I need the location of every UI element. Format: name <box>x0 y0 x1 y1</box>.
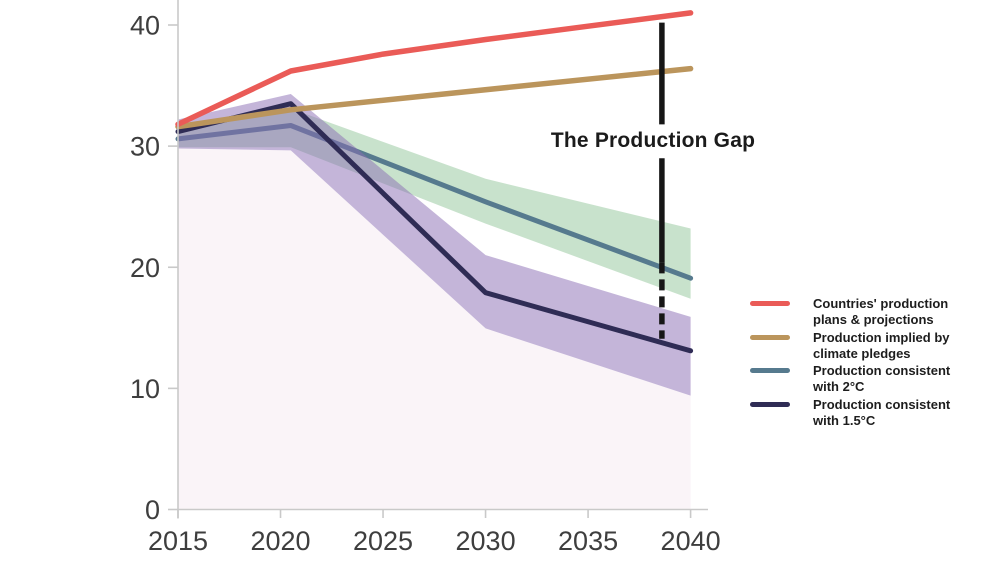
legend-label-line: with 2°C <box>813 379 865 394</box>
legend: Countries' production plans & projection… <box>750 296 950 430</box>
y-tick-label: 10 <box>130 374 160 404</box>
x-tick-label: 2020 <box>250 526 310 556</box>
x-tick-label: 2030 <box>456 526 516 556</box>
legend-item-pledges: Production implied by climate pledges <box>750 330 950 362</box>
one-point-five-degrees-line-swatch <box>750 401 790 407</box>
legend-label-line: Production implied by <box>813 329 950 345</box>
legend-label-line: plans & projections <box>813 312 934 327</box>
y-tick-label: 0 <box>145 495 160 525</box>
legend-label-line: climate pledges <box>813 345 911 361</box>
legend-label-line: Production consistent <box>813 363 951 378</box>
x-tick-label: 2040 <box>661 526 721 556</box>
y-tick-label: 40 <box>130 11 160 41</box>
plans-line-swatch <box>750 301 790 306</box>
y-tick-label: 30 <box>130 132 160 162</box>
plans-line <box>175 10 694 128</box>
legend-item-plans: Countries' production plans & projection… <box>750 296 950 328</box>
two-degrees-line-swatch <box>750 368 790 373</box>
x-tick-label: 2025 <box>353 526 413 556</box>
legend-label-line: Production consistent <box>813 396 951 412</box>
x-tick-label: 2015 <box>148 526 208 556</box>
two-degrees-band <box>178 108 691 299</box>
x-tick-label: 2035 <box>558 526 618 556</box>
legend-item-1-5c: Production consistent with 1.5°C <box>750 397 950 429</box>
legend-label-line: Countries' production <box>813 296 949 311</box>
pledges-line-swatch <box>750 334 790 340</box>
y-tick-label: 20 <box>130 253 160 283</box>
legend-label-line: with 1.5°C <box>813 412 876 428</box>
area-below-band-fill <box>178 148 691 510</box>
production-gap-annotation: The Production Gap <box>545 128 761 154</box>
legend-item-2c: Production consistent with 2°C <box>750 363 950 395</box>
pledges-line <box>175 65 694 130</box>
